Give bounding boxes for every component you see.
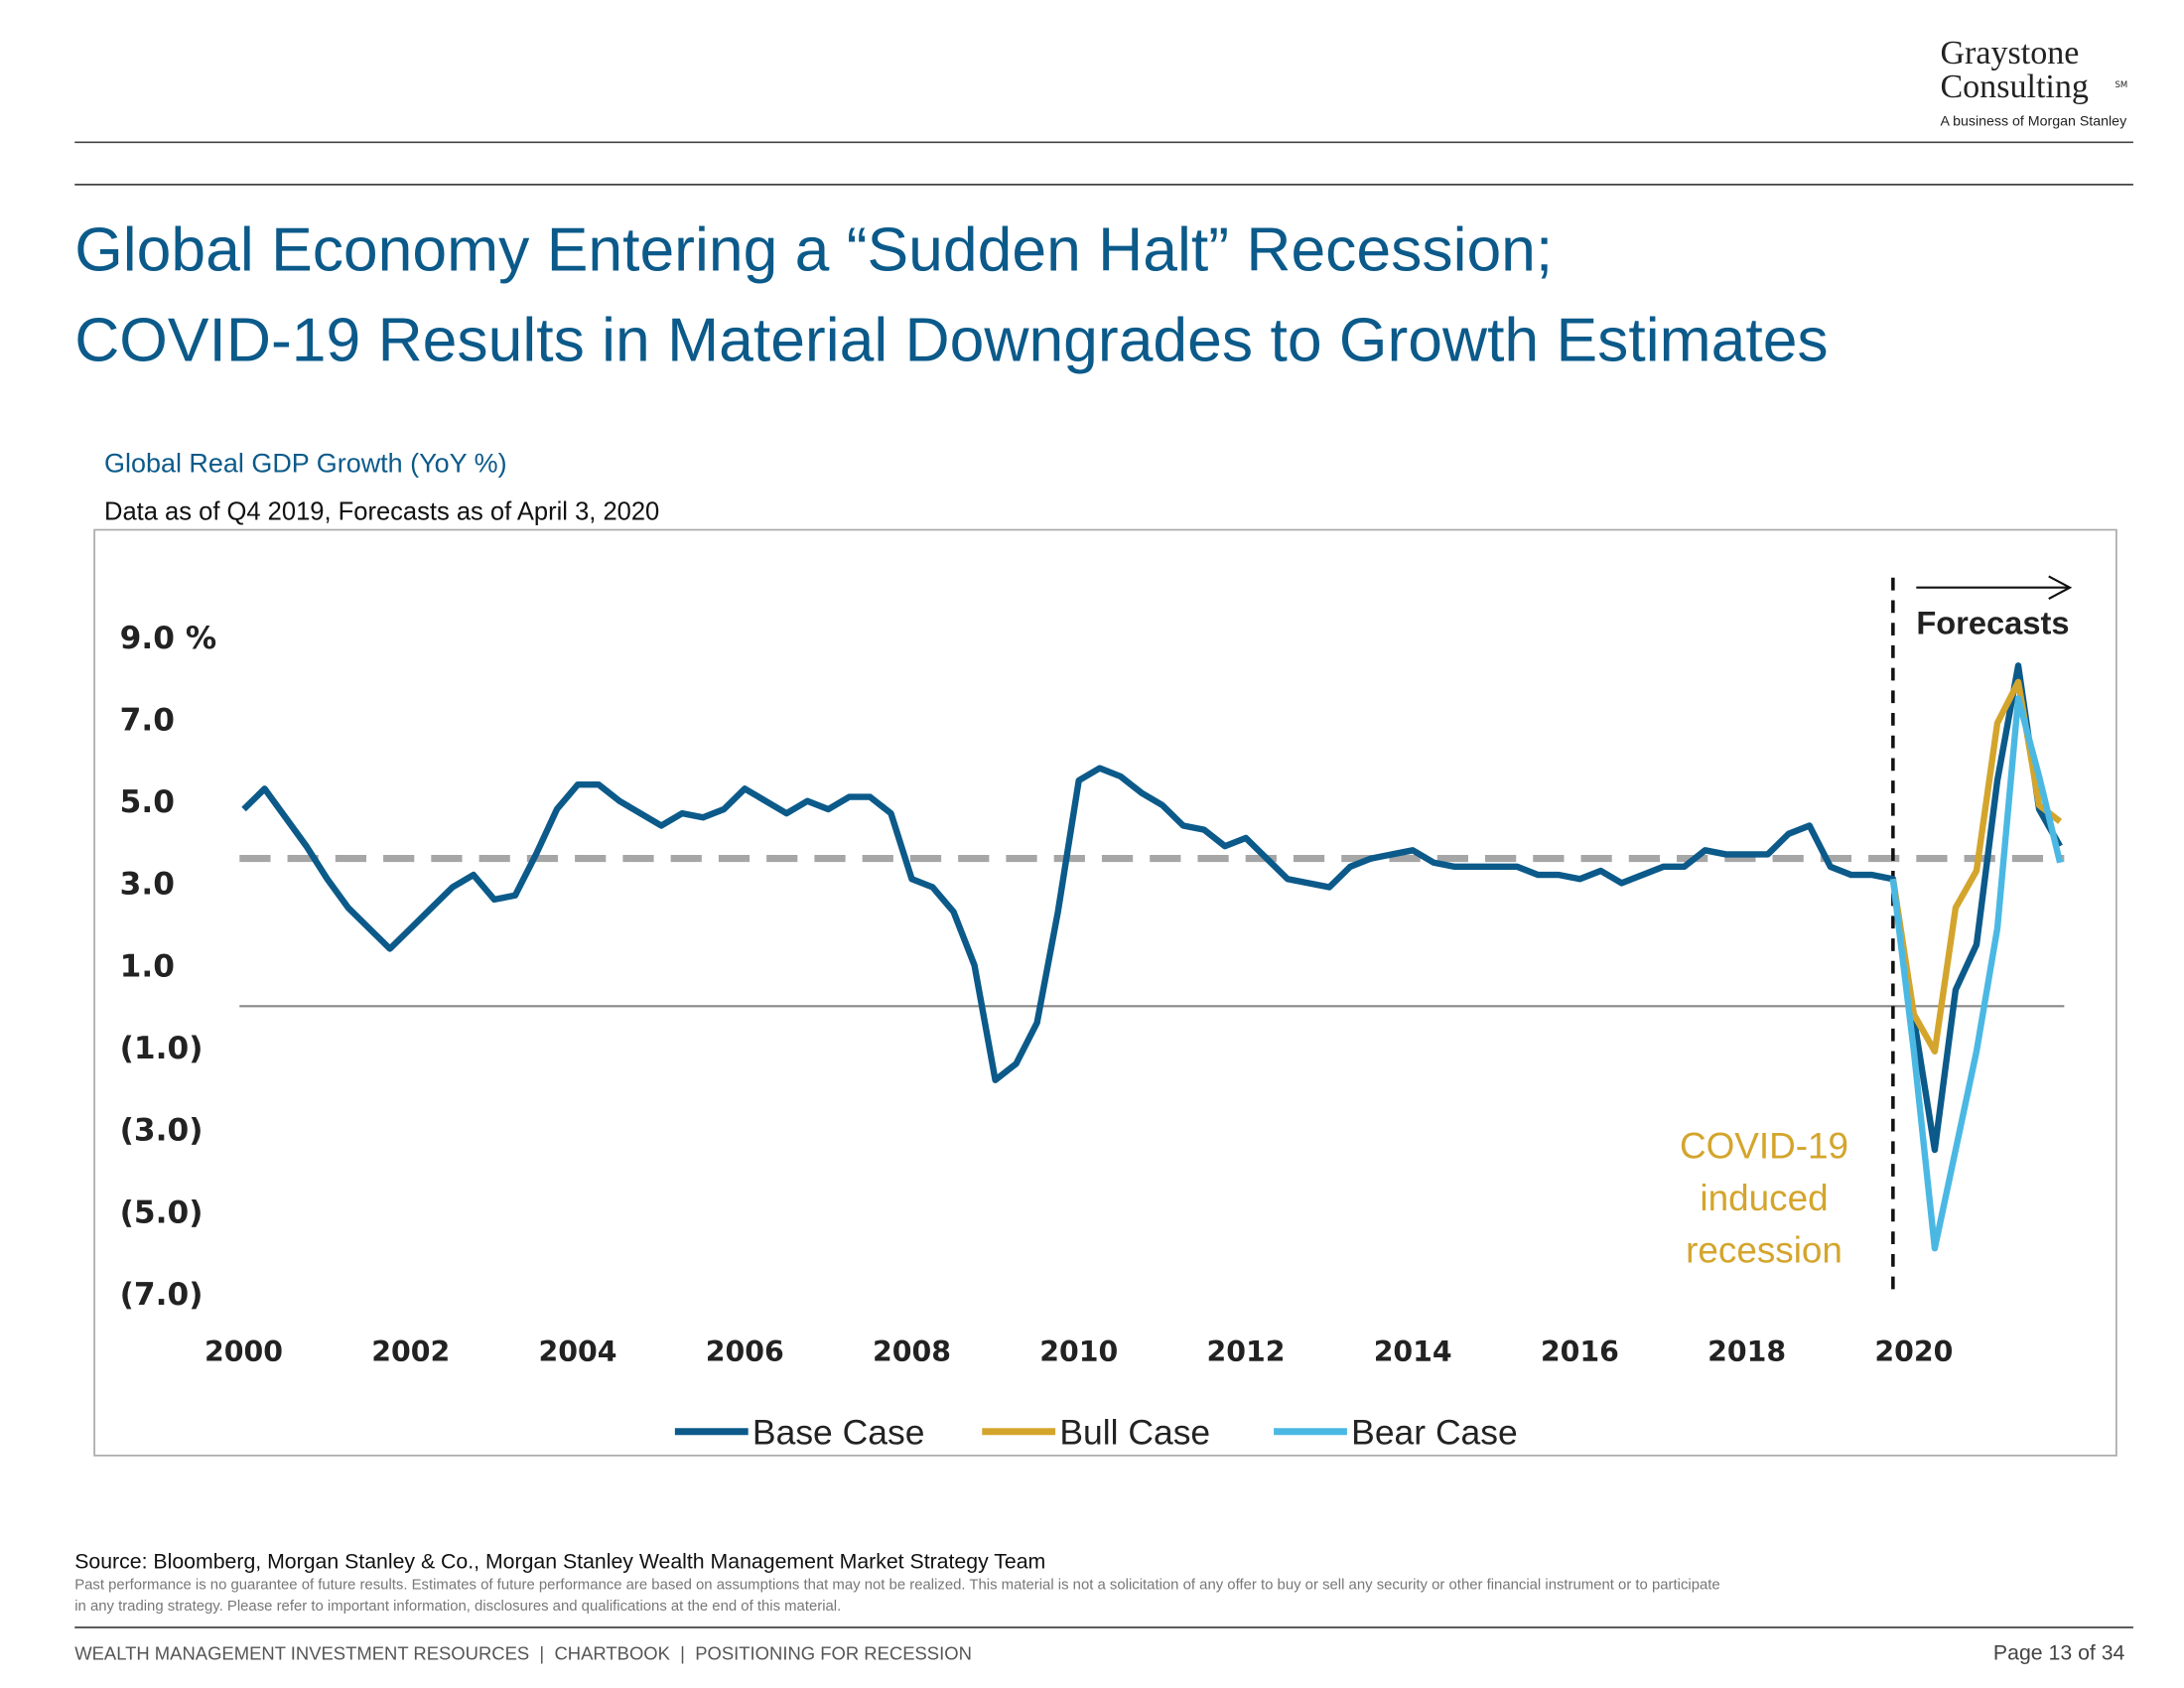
disclaimer: Past performance is no guarantee of futu… [74, 1578, 1719, 1594]
plot: 9.0 %7.05.03.01.0(1.0)(3.0)(5.0)(7.0)200… [120, 575, 2073, 1453]
x-tick-label: 2000 [205, 1336, 283, 1368]
logo-mark: SM [2115, 80, 2127, 90]
annotation: recession [1686, 1229, 1843, 1270]
legend-label: Base Case [752, 1413, 925, 1453]
x-tick-label: 2010 [1039, 1336, 1118, 1368]
annotation: Forecasts [1916, 605, 2069, 641]
chart-title: Global Real GDP Growth (YoY %) [104, 448, 507, 478]
breadcrumb: WEALTH MANAGEMENT INVESTMENT RESOURCES |… [74, 1643, 972, 1664]
page-title: Global Economy Entering a “Sudden Halt” … [74, 214, 1553, 284]
y-tick-label: 7.0 [120, 702, 175, 738]
legend-label: Bear Case [1351, 1413, 1518, 1453]
logo-tagline: A business of Morgan Stanley [1940, 113, 2127, 129]
annotation: COVID-19 [1680, 1125, 1848, 1166]
chart-subtitle: Data as of Q4 2019, Forecasts as of Apri… [104, 498, 659, 526]
series-line [1889, 695, 2064, 1252]
logo: Consulting [1940, 69, 2088, 105]
source: Source: Bloomberg, Morgan Stanley & Co.,… [74, 1549, 1045, 1573]
y-tick-label: 5.0 [120, 784, 175, 820]
x-tick-label: 2018 [1707, 1336, 1786, 1368]
y-tick-label: 1.0 [120, 948, 175, 984]
x-tick-label: 2008 [873, 1336, 951, 1368]
x-tick-label: 2016 [1541, 1336, 1619, 1368]
chart-frame [93, 528, 2117, 1457]
logo: Graystone [1940, 35, 2079, 71]
y-tick-label: 9.0 % [120, 621, 216, 656]
x-tick-label: 2012 [1206, 1336, 1285, 1368]
annotation: induced [1700, 1178, 1828, 1218]
x-tick-label: 2006 [706, 1336, 784, 1368]
disclaimer: in any trading strategy. Please refer to… [74, 1599, 841, 1615]
series-line [1889, 678, 2063, 1055]
x-tick-label: 2014 [1374, 1336, 1452, 1368]
y-tick-label: (5.0) [120, 1195, 204, 1230]
y-tick-label: (7.0) [120, 1277, 204, 1313]
series-line [241, 662, 2063, 1154]
page-number: Page 13 of 34 [1993, 1641, 2125, 1665]
y-tick-label: (1.0) [120, 1031, 204, 1066]
forecast-arrow-head [2048, 575, 2073, 601]
x-tick-label: 2004 [539, 1336, 617, 1368]
x-tick-label: 2002 [371, 1336, 450, 1368]
y-tick-label: 3.0 [120, 867, 175, 903]
y-tick-label: (3.0) [120, 1113, 204, 1149]
page-title: COVID-19 Results in Material Downgrades … [74, 305, 1828, 374]
x-tick-label: 2020 [1874, 1336, 1953, 1368]
legend-label: Bull Case [1059, 1413, 1210, 1453]
